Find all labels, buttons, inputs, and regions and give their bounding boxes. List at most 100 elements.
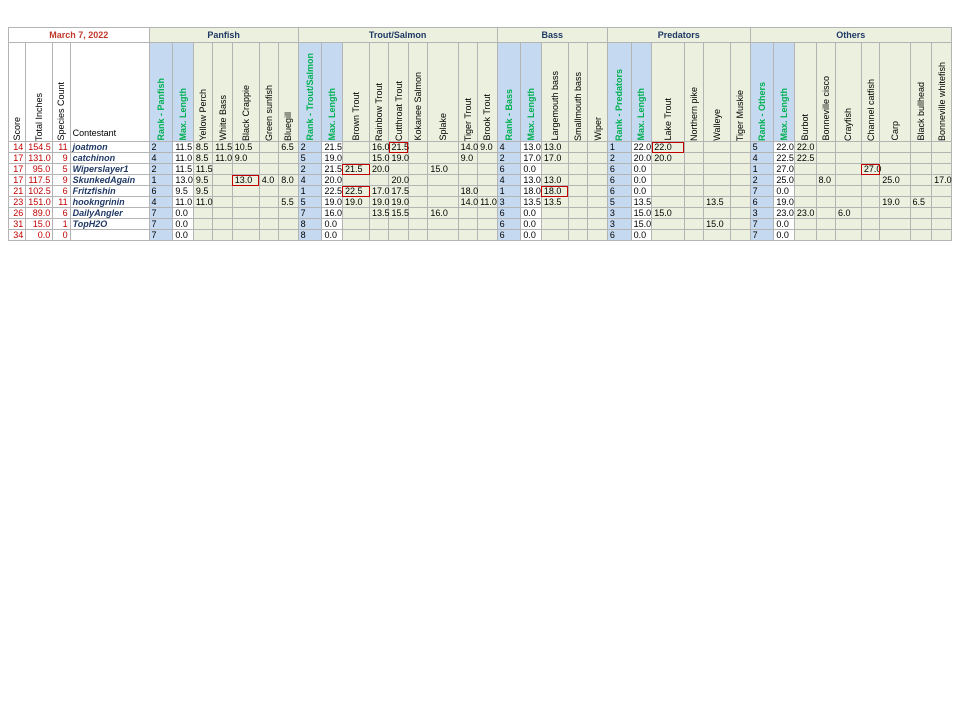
- others-cell[interactable]: 27.0: [773, 163, 795, 175]
- score-cell[interactable]: 23: [7, 196, 27, 208]
- panfish-cell[interactable]: [278, 185, 299, 197]
- predators-cell[interactable]: 6: [606, 229, 632, 241]
- panfish-cell[interactable]: 8.5: [192, 152, 214, 164]
- others-cell[interactable]: [909, 174, 933, 186]
- predators-cell[interactable]: 0.0: [630, 229, 653, 241]
- panfish-cell[interactable]: 7: [148, 218, 174, 230]
- others-cell[interactable]: [793, 174, 817, 186]
- panfish-cell[interactable]: 5.5: [278, 196, 299, 208]
- bass-cell[interactable]: 13.0: [540, 141, 569, 153]
- panfish-cell[interactable]: 11.5: [212, 141, 233, 153]
- predators-cell[interactable]: [651, 229, 685, 241]
- total-inches-cell[interactable]: 15.0: [25, 218, 54, 230]
- others-cell[interactable]: [815, 196, 836, 208]
- trout-cell[interactable]: [407, 196, 429, 208]
- others-cell[interactable]: 22.0: [793, 141, 817, 153]
- others-cell[interactable]: [860, 196, 881, 208]
- bass-cell[interactable]: [567, 207, 589, 219]
- header-bass-2[interactable]: Largemouth bass: [540, 42, 569, 142]
- panfish-cell[interactable]: [258, 196, 280, 208]
- others-cell[interactable]: [834, 218, 862, 230]
- trout-cell[interactable]: [368, 218, 390, 230]
- header-others-1[interactable]: Max. Length: [773, 42, 795, 142]
- trout-cell[interactable]: [427, 141, 459, 153]
- panfish-cell[interactable]: [212, 218, 233, 230]
- header-predators-0[interactable]: Rank - Predators: [606, 42, 632, 142]
- species-count-cell[interactable]: 9: [52, 152, 71, 164]
- predators-cell[interactable]: [651, 174, 685, 186]
- others-cell[interactable]: [879, 218, 911, 230]
- panfish-cell[interactable]: [258, 207, 280, 219]
- others-cell[interactable]: 4: [749, 152, 775, 164]
- trout-cell[interactable]: [407, 207, 429, 219]
- panfish-cell[interactable]: 9.0: [231, 152, 260, 164]
- predators-cell[interactable]: [730, 152, 751, 164]
- panfish-cell[interactable]: 11.5: [172, 141, 194, 153]
- trout-cell[interactable]: [477, 229, 498, 241]
- others-cell[interactable]: 22.0: [773, 141, 795, 153]
- trout-cell[interactable]: 19.0: [321, 196, 343, 208]
- others-cell[interactable]: 7: [749, 185, 775, 197]
- total-inches-cell[interactable]: 131.0: [25, 152, 54, 164]
- bass-cell[interactable]: 6: [496, 229, 522, 241]
- trout-cell[interactable]: [388, 229, 409, 241]
- header-predators-5[interactable]: Tiger Muskie: [730, 42, 751, 142]
- header-contestant[interactable]: Contestant: [69, 42, 150, 142]
- panfish-cell[interactable]: [231, 185, 260, 197]
- trout-cell[interactable]: 19.0: [341, 196, 371, 208]
- trout-cell[interactable]: [457, 163, 479, 175]
- others-cell[interactable]: [909, 152, 933, 164]
- species-count-cell[interactable]: 11: [52, 141, 71, 153]
- trout-cell[interactable]: 22.5: [341, 185, 371, 197]
- header-predators-1[interactable]: Max. Length: [630, 42, 653, 142]
- trout-cell[interactable]: [407, 174, 429, 186]
- bass-cell[interactable]: [567, 218, 589, 230]
- panfish-cell[interactable]: 9.5: [192, 185, 214, 197]
- header-trout-1[interactable]: Max. Length: [321, 42, 343, 142]
- trout-cell[interactable]: [407, 229, 429, 241]
- trout-cell[interactable]: 2: [297, 163, 323, 175]
- bass-cell[interactable]: 13.5: [540, 196, 569, 208]
- panfish-cell[interactable]: 8.0: [278, 174, 299, 186]
- others-cell[interactable]: [834, 185, 862, 197]
- trout-cell[interactable]: [477, 207, 498, 219]
- panfish-cell[interactable]: 4: [148, 196, 174, 208]
- panfish-cell[interactable]: [258, 185, 280, 197]
- total-inches-cell[interactable]: 89.0: [25, 207, 54, 219]
- trout-cell[interactable]: 16.0: [321, 207, 343, 219]
- trout-cell[interactable]: [341, 207, 371, 219]
- trout-cell[interactable]: 5: [297, 152, 323, 164]
- bass-cell[interactable]: [567, 141, 589, 153]
- predators-cell[interactable]: [703, 141, 732, 153]
- trout-cell[interactable]: [388, 163, 409, 175]
- others-cell[interactable]: 6.0: [834, 207, 862, 219]
- panfish-cell[interactable]: 4: [148, 152, 174, 164]
- others-cell[interactable]: [931, 207, 952, 219]
- bass-cell[interactable]: [587, 141, 608, 153]
- panfish-cell[interactable]: [212, 163, 233, 175]
- others-cell[interactable]: [834, 174, 862, 186]
- others-cell[interactable]: 0.0: [773, 218, 795, 230]
- header-panfish-6[interactable]: Bluegill: [278, 42, 299, 142]
- trout-cell[interactable]: 7: [297, 207, 323, 219]
- bass-cell[interactable]: 13.0: [520, 141, 542, 153]
- species-count-cell[interactable]: 11: [52, 196, 71, 208]
- others-cell[interactable]: [879, 185, 911, 197]
- panfish-cell[interactable]: [278, 152, 299, 164]
- species-count-cell[interactable]: 6: [52, 207, 71, 219]
- predators-cell[interactable]: [683, 218, 705, 230]
- predators-cell[interactable]: 20.0: [630, 152, 653, 164]
- trout-cell[interactable]: [477, 218, 498, 230]
- others-cell[interactable]: [931, 196, 952, 208]
- bass-cell[interactable]: [587, 207, 608, 219]
- predators-cell[interactable]: [730, 196, 751, 208]
- others-cell[interactable]: [834, 229, 862, 241]
- header-trout-3[interactable]: Rainbow Trout: [368, 42, 390, 142]
- predators-cell[interactable]: [730, 174, 751, 186]
- trout-cell[interactable]: [368, 174, 390, 186]
- predators-cell[interactable]: 3: [606, 207, 632, 219]
- bass-cell[interactable]: 13.0: [540, 174, 569, 186]
- contestant-cell[interactable]: SkunkedAgain: [69, 174, 150, 186]
- others-cell[interactable]: [860, 185, 881, 197]
- trout-cell[interactable]: [341, 218, 371, 230]
